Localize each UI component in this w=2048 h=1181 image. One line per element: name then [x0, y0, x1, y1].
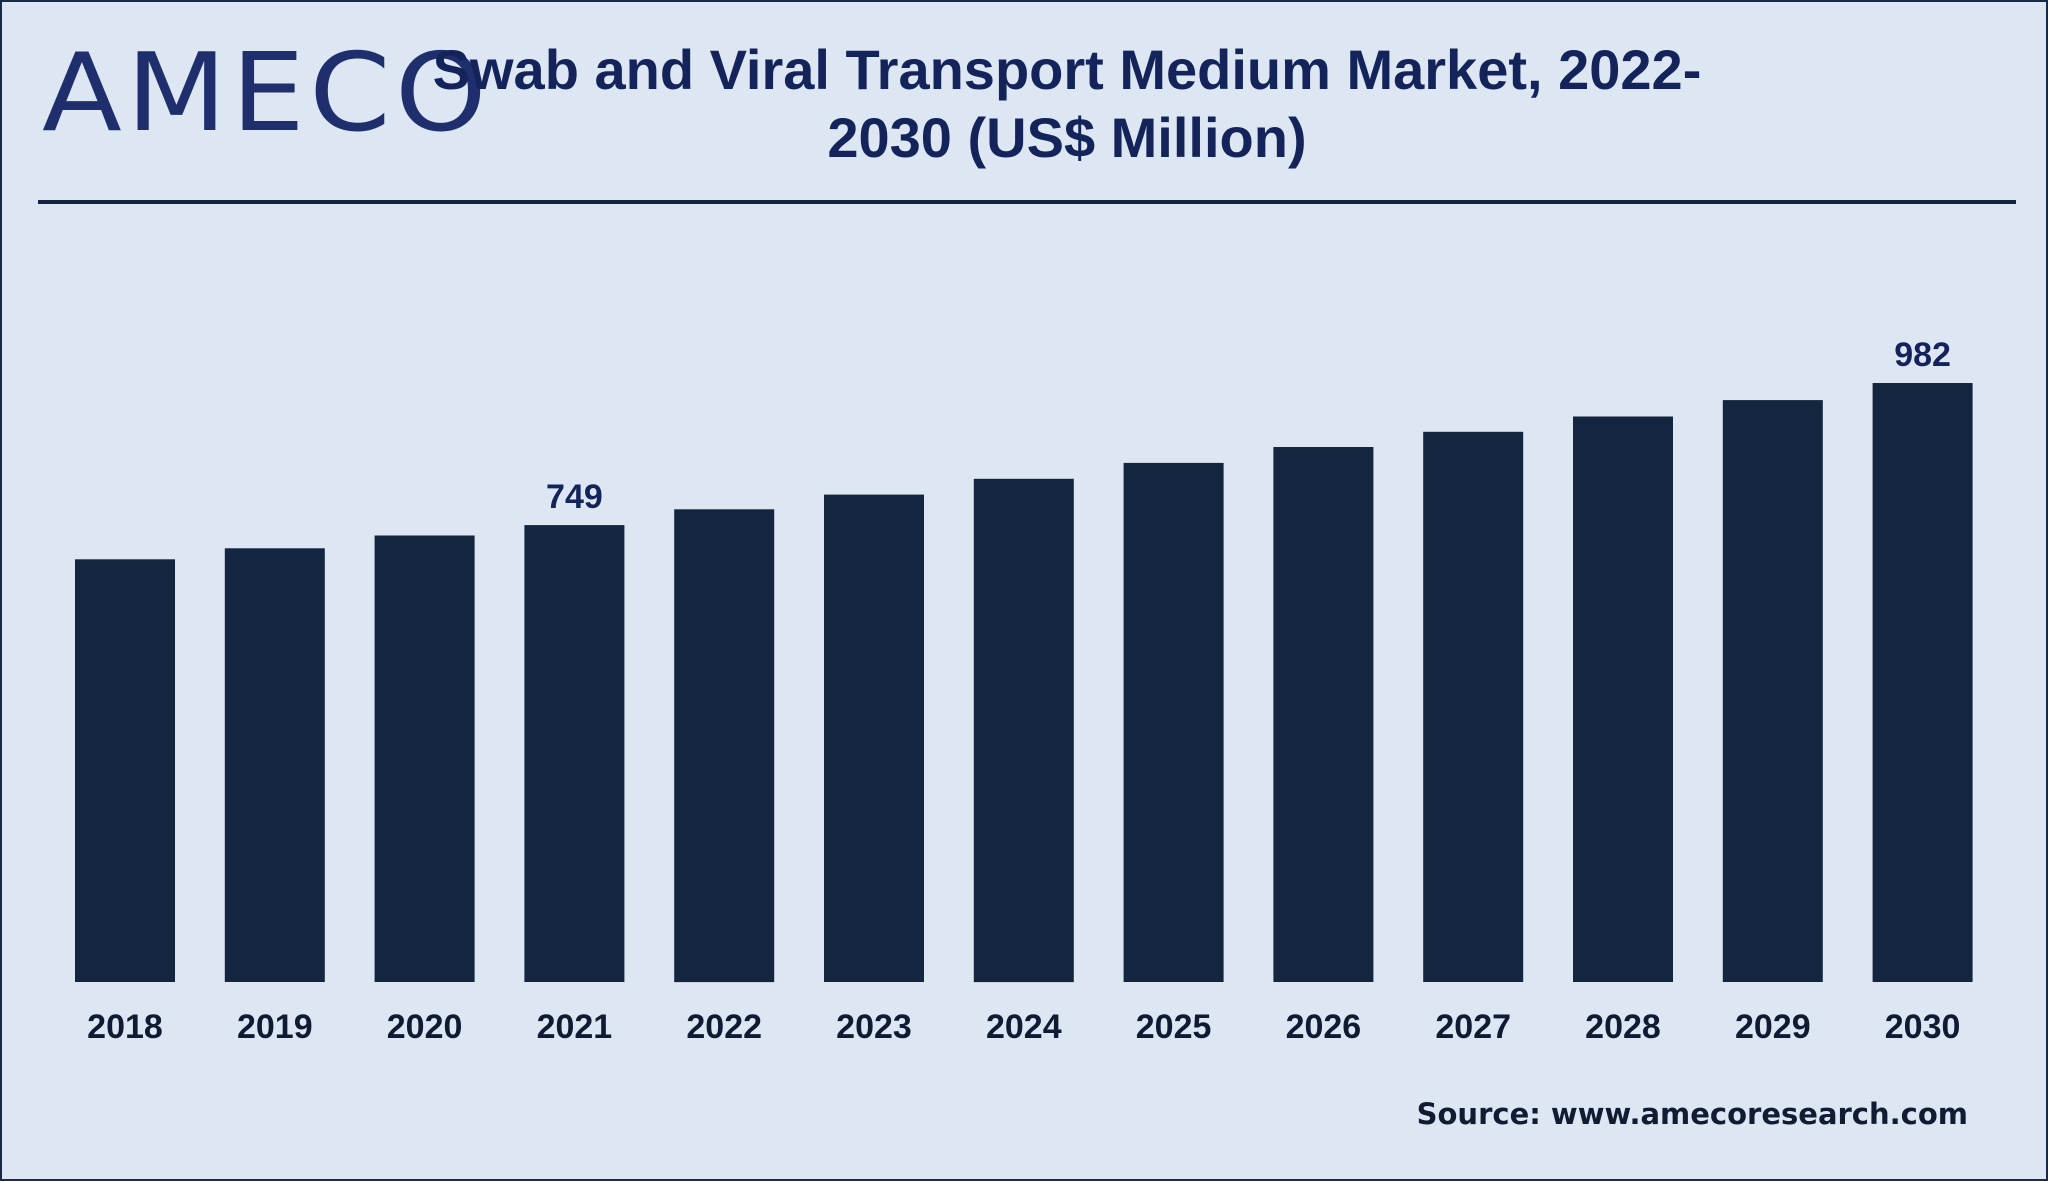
x-tick-label-2020: 2020: [387, 1008, 463, 1046]
x-tick-label-2018: 2018: [87, 1008, 163, 1046]
x-tick-label-2025: 2025: [1136, 1008, 1212, 1046]
bar-2029: [1722, 400, 1823, 983]
bar-2022: [674, 509, 775, 983]
bar-2024: [973, 478, 1074, 983]
source-note: Source: www.amecoresearch.com: [1416, 1097, 1968, 1131]
x-tick-label-2026: 2026: [1286, 1008, 1362, 1046]
bars-group: [75, 383, 1973, 983]
bar-2020: [374, 535, 475, 982]
bar-2030: [1872, 383, 1973, 982]
company-logo: AMECO: [42, 31, 491, 156]
bar-2028: [1573, 416, 1673, 982]
data-label-2030: 982: [1894, 336, 1951, 374]
x-tick-label-2028: 2028: [1585, 1008, 1661, 1046]
bar-2023: [824, 494, 924, 982]
bar-2018: [75, 559, 175, 982]
x-tick-label-2027: 2027: [1435, 1008, 1511, 1046]
x-tick-labels-group: 2018 2019 2020 2021 2022 2023 2024 2025 2026 2027…: [87, 1008, 1960, 1046]
data-label-2021: 749: [546, 478, 603, 516]
x-tick-label-2029: 2029: [1735, 1008, 1811, 1046]
bar-2027: [1423, 431, 1524, 982]
bar-2021: [524, 525, 625, 982]
x-tick-label-2019: 2019: [237, 1008, 313, 1046]
x-tick-label-2022: 2022: [686, 1008, 762, 1046]
value-labels-group: 749 982: [546, 336, 1951, 516]
x-tick-label-2024: 2024: [986, 1008, 1062, 1046]
x-tick-label-2023: 2023: [836, 1008, 912, 1046]
bar-2019: [224, 548, 325, 982]
chart-title: Swab and Viral Transport Medium Market, …: [432, 38, 1702, 169]
x-tick-label-2021: 2021: [537, 1008, 613, 1046]
x-tick-label-2030: 2030: [1885, 1008, 1961, 1046]
bar-2026: [1273, 447, 1374, 982]
bar-2025: [1123, 462, 1224, 982]
title-divider: [38, 200, 2016, 204]
